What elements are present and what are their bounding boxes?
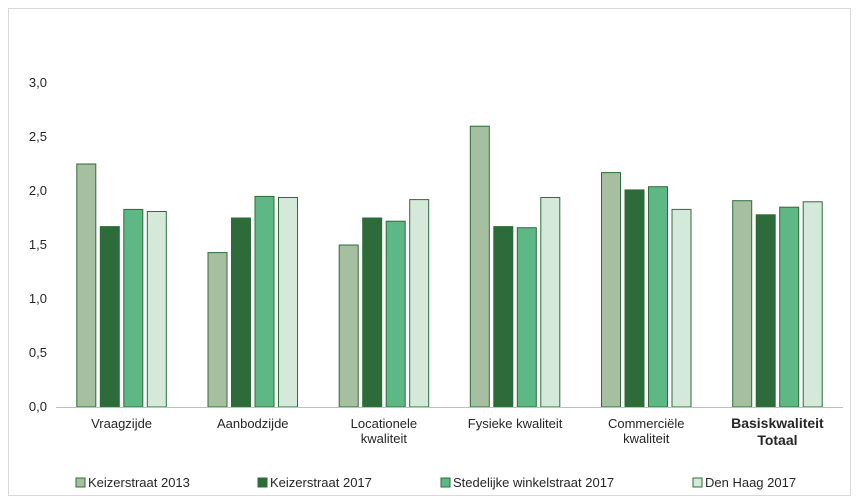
legend-swatch	[257, 477, 268, 488]
x-tick-label: kwaliteit	[361, 431, 408, 446]
bar	[802, 201, 823, 408]
legend-swatch	[692, 477, 703, 488]
bar	[671, 208, 692, 408]
bar	[254, 195, 275, 408]
bar	[624, 189, 645, 408]
y-tick-label: 2,5	[29, 129, 47, 144]
bar	[409, 199, 430, 408]
bar	[338, 244, 359, 408]
legend: Keizerstraat 2013 Keizerstraat 2017 Stedel…	[75, 475, 796, 490]
bar	[76, 163, 97, 408]
bar	[207, 252, 228, 408]
bars	[76, 125, 823, 408]
legend-label: Stedelijke winkelstraat 2017	[453, 475, 614, 490]
bar	[469, 125, 490, 408]
x-tick-label: Basiskwaliteit	[731, 415, 824, 431]
bar	[779, 206, 800, 408]
x-tick-label: Commerciële	[608, 416, 685, 431]
x-axis-labels: Vraagzijde Aanbodzijde Locationelekwalitei…	[91, 415, 824, 448]
legend-swatch	[75, 477, 86, 488]
bar	[493, 226, 514, 408]
bar	[99, 226, 120, 408]
x-tick-label: Fysieke kwaliteit	[468, 416, 563, 431]
bar	[385, 220, 406, 408]
y-tick-label: 2,0	[29, 183, 47, 198]
bar	[278, 197, 298, 408]
y-tick-label: 0,0	[29, 399, 47, 414]
y-axis: 0,0 0,5 1,0 1,5 2,0 2,5 3,0	[29, 75, 47, 414]
bar	[601, 172, 621, 408]
legend-label: Keizerstraat 2017	[270, 475, 372, 490]
y-tick-label: 0,5	[29, 345, 47, 360]
bar	[516, 227, 537, 408]
bar	[755, 214, 776, 408]
bar	[146, 211, 167, 408]
x-tick-label: Locationele	[351, 416, 418, 431]
y-tick-label: 3,0	[29, 75, 47, 90]
x-tick-label: Vraagzijde	[91, 416, 152, 431]
bar	[362, 217, 383, 408]
bar	[648, 186, 668, 408]
legend-label: Keizerstraat 2013	[88, 475, 190, 490]
legend-swatch	[440, 477, 451, 488]
y-tick-label: 1,5	[29, 237, 47, 252]
bar	[231, 217, 251, 408]
bar	[123, 208, 144, 408]
x-tick-label: Totaal	[757, 432, 797, 448]
legend-label: Den Haag 2017	[705, 475, 796, 490]
x-tick-label: kwaliteit	[623, 431, 670, 446]
y-tick-label: 1,0	[29, 291, 47, 306]
bar	[732, 200, 753, 408]
x-tick-label: Aanbodzijde	[217, 416, 289, 431]
bar	[540, 197, 561, 408]
